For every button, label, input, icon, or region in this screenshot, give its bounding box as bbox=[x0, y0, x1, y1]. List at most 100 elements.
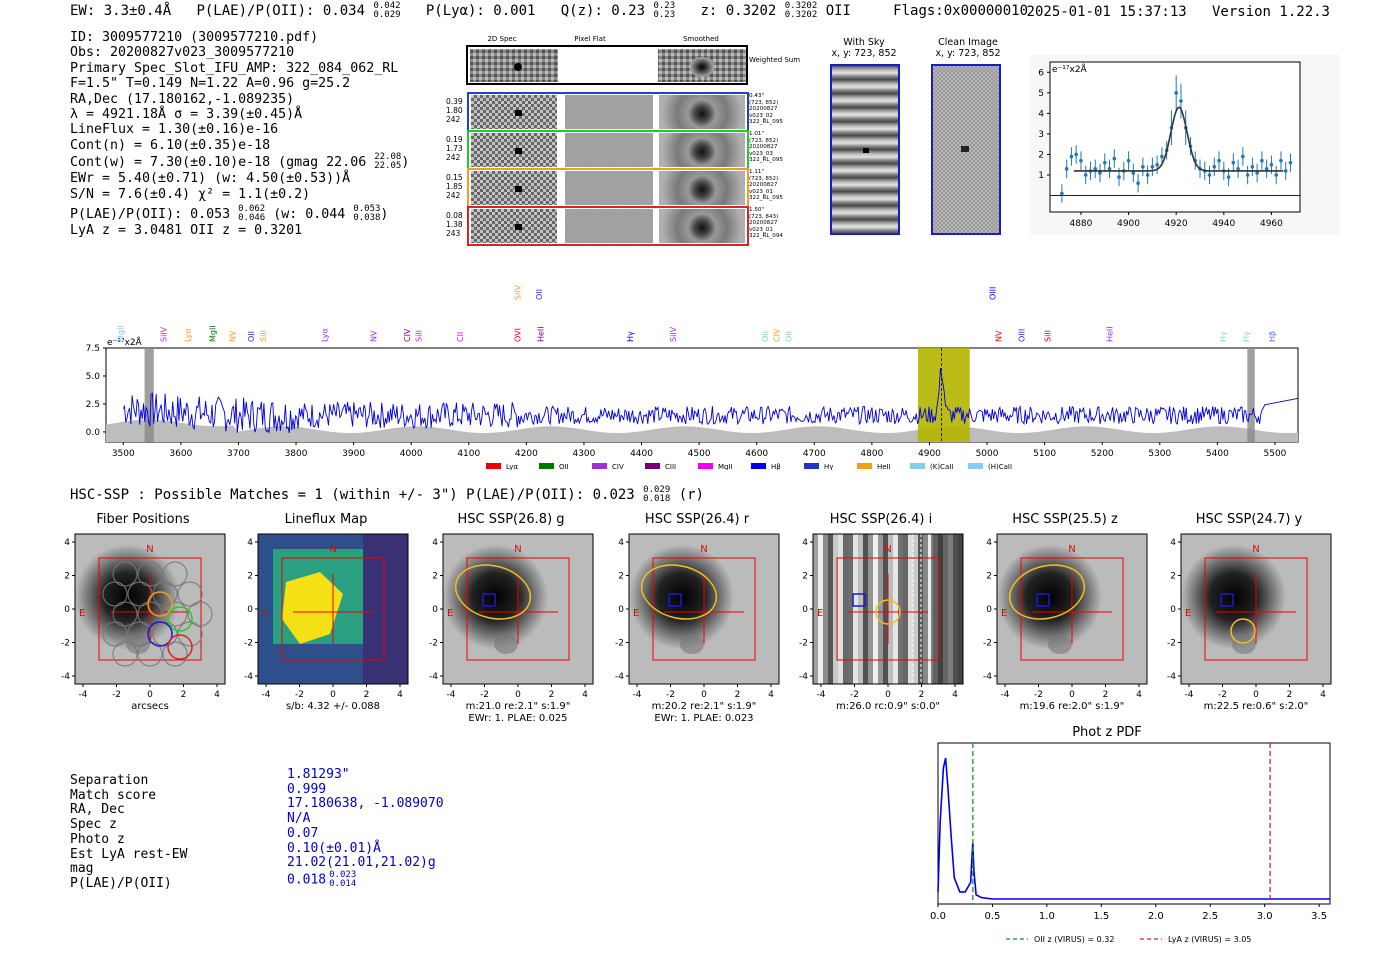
spectrum-legend-label: MgII bbox=[718, 463, 733, 470]
cutout-row-meta-line: v023_03 bbox=[749, 150, 773, 157]
cutout-row-meta-line: 1.50" bbox=[749, 207, 765, 213]
weighted-sum-2dspec bbox=[470, 49, 558, 82]
cutout-row-stats: 0.39 1.80 242 bbox=[446, 97, 463, 124]
info-primary: Primary Spec_Slot_IFU_AMP: 322_084_062_R… bbox=[70, 60, 399, 76]
hsc-xtick-label: 2 bbox=[1103, 690, 1109, 700]
spectrum-xtick-label: 4800 bbox=[860, 449, 883, 459]
zoom-line-chart: 1 2 3 4 5 6 4880 4900 4920 4940 4960 e⁻¹⁷x2Å bbox=[1030, 55, 1340, 235]
photz-pdf-chart: Phot z PDF 0.0 0.5 1.0 1.5 2.0 2.5 3.0 3.5 OII z … bbox=[930, 725, 1331, 944]
spectrum-line-label: OVI bbox=[514, 328, 523, 342]
cutout-pixel-flat bbox=[565, 95, 653, 129]
hsc-i-stripe bbox=[813, 534, 818, 684]
hsc-i-stripe bbox=[843, 534, 848, 684]
cutout-pixel-flat bbox=[565, 209, 653, 243]
summary-header: EW: 3.3±0.4Å P(LAE)/P(OII): 0.034 0.042 0… bbox=[70, 2, 1028, 20]
fiber-circle bbox=[162, 601, 188, 627]
cutout-row-stat: 1.85 bbox=[446, 182, 463, 191]
cutout-2dspec bbox=[471, 209, 557, 243]
hsc-match-marker bbox=[852, 593, 866, 607]
spectrum-xtick-label: 5500 bbox=[1264, 449, 1287, 459]
spectrum-line-label: SiII bbox=[259, 330, 268, 342]
hsc-i-stripe bbox=[853, 534, 858, 684]
hsc-i-stripe bbox=[858, 534, 863, 684]
spectrum-line-label: Lyα bbox=[184, 328, 193, 342]
spectrum-legend-swatch bbox=[968, 463, 983, 469]
spectrum-legend-label: (K)CaII bbox=[930, 463, 953, 470]
cutout-row: 0.19 1.73 242 1.01" (723, 852) 20200827 v023_0… bbox=[440, 130, 800, 170]
cutout-row-stat: 1.80 bbox=[446, 106, 463, 115]
zoom-data-point bbox=[1098, 171, 1102, 175]
hsc-search-box bbox=[836, 557, 940, 661]
zoom-data-point bbox=[1207, 173, 1212, 177]
zoom-data-point bbox=[1174, 91, 1178, 95]
match-field-value: 17.180638, -1.089070 bbox=[287, 796, 444, 812]
hsc-east-label: E bbox=[633, 608, 639, 619]
hsc-i-stripe bbox=[823, 534, 828, 684]
zoom-data-point bbox=[1107, 167, 1112, 171]
cutout-2dspec bbox=[471, 95, 557, 129]
hsc-xtick-label: 0 bbox=[885, 690, 891, 700]
zoom-data-point bbox=[1217, 158, 1221, 163]
hsc-panel-plot[interactable]: N E 4 2 0 -2 -4 -4 -2 0 2 4 m:22.5 re:0.6" s:2.0" bbox=[1151, 526, 1341, 726]
cutout-row-meta-line: v023_01 bbox=[749, 226, 773, 233]
cutout-row-meta-line: v023_01 bbox=[749, 188, 773, 195]
photz-xtick-label: 2.5 bbox=[1202, 911, 1218, 922]
match-field-label: Separation bbox=[70, 773, 149, 788]
fiber-circle bbox=[177, 581, 203, 607]
spectrum-legend-label: OII bbox=[559, 463, 569, 470]
cutout-smoothed bbox=[659, 171, 745, 205]
spectrum-legend-swatch bbox=[539, 463, 554, 469]
spectrum-xtick-label: 4000 bbox=[400, 449, 423, 459]
hsc-panel-plot[interactable]: N E 4 2 0 -2 -4 -4 -2 0 2 4 s/b: 4.32 +/- 0.088 bbox=[228, 526, 418, 726]
col-header-smoothed: Smoothed bbox=[683, 35, 719, 43]
cutout-row-meta-line: 322_RL_095 bbox=[749, 157, 783, 164]
spectrum-xtick-label: 5400 bbox=[1206, 449, 1229, 459]
hsc-i-stripe bbox=[898, 534, 903, 684]
spectrum-legend-swatch bbox=[592, 463, 607, 469]
spectrum-xtick-label: 4900 bbox=[918, 449, 941, 459]
hsc-i-stripe bbox=[883, 534, 888, 684]
hsc-panel-plot[interactable]: N E 4 2 0 -2 -4 -4 -2 0 2 4 m:20.2 re:2.1" s:1.9"EWr… bbox=[599, 526, 789, 726]
cutout-source bbox=[515, 110, 522, 116]
spectrum-legend-swatch bbox=[645, 463, 660, 469]
spectrum-line-label: SiIV bbox=[514, 284, 523, 300]
zoom-data-point bbox=[1102, 160, 1107, 165]
spectrum-plot-area bbox=[105, 347, 1299, 443]
fiber-orange bbox=[147, 591, 173, 617]
hsc-ytick-label: -2 bbox=[983, 639, 992, 649]
hsc-match-marker bbox=[1220, 593, 1234, 607]
hsc-panel-plot[interactable]: N E 4 2 0 -2 -4 -4 -2 0 2 4 arcsecs bbox=[45, 526, 235, 726]
zoom-data-point bbox=[1231, 160, 1236, 165]
cutout-row-meta: 1.01" (723, 852) 20200827 v023_03 322_RL_095 bbox=[749, 131, 783, 164]
hsc-east-label: E bbox=[1001, 608, 1007, 619]
spectrum-legend-swatch bbox=[910, 463, 925, 469]
match-field-value: N/A bbox=[287, 811, 311, 827]
hsc-panel-plot[interactable]: N E 4 2 0 -2 -4 -4 -2 0 2 4 m:26.0 rc:0.9" s:0.0" bbox=[783, 526, 973, 726]
cutout-pixel-flat bbox=[565, 171, 653, 205]
cutout-row-frame bbox=[467, 130, 749, 170]
fiber-red bbox=[167, 634, 193, 660]
hsc-panel-caption: m:20.2 re:2.1" s:1.9" bbox=[652, 701, 757, 712]
match-field-label: Spec z bbox=[70, 817, 117, 833]
cutout-row-meta: 1.11" (723, 852) 20200827 v023_01 322_RL_095 bbox=[749, 169, 783, 202]
hsc-ytick-label: 4 bbox=[618, 538, 624, 548]
zoom-data-point bbox=[1145, 173, 1150, 177]
hsc-xtick-label: -4 bbox=[633, 690, 642, 700]
hsc-panel-plot[interactable]: N E 4 2 0 -2 -4 -4 -2 0 2 4 m:19.6 re:2.0" s:1.9" bbox=[967, 526, 1157, 726]
hsc-summary-text: HSC-SSP : Possible Matches = 1 (within +… bbox=[70, 487, 635, 503]
spectrum-line-label: SiII bbox=[1043, 330, 1052, 342]
hsc-panel-plot[interactable]: N E 4 2 0 -2 -4 -4 -2 0 2 4 m:21.0 re:2.1" s:1.9"EWr… bbox=[413, 526, 603, 726]
hsc-xtick-label: -2 bbox=[1034, 690, 1043, 700]
spectrum-xtick-label: 4700 bbox=[803, 449, 826, 459]
spectrum-line-label: CII bbox=[456, 332, 465, 342]
hsc-xtick-label: 0 bbox=[147, 690, 153, 700]
cutout-row-meta-line: 322_RL_095 bbox=[749, 195, 783, 202]
spectrum-ytick-label: 0.0 bbox=[86, 428, 101, 438]
zoom-plot-area bbox=[1049, 61, 1301, 213]
cutout-row-meta: 0.43" (723, 852) 20200827 v023_02 322_RL_095 bbox=[749, 93, 783, 126]
col-header-pixel-flat: Pixel Flat bbox=[574, 35, 606, 43]
photz-xtick-label: 2.0 bbox=[1148, 911, 1164, 922]
hsc-ytick-label: -4 bbox=[983, 672, 992, 682]
hsc-ytick-label: 4 bbox=[247, 538, 253, 548]
photz-title: Phot z PDF bbox=[1072, 725, 1142, 740]
